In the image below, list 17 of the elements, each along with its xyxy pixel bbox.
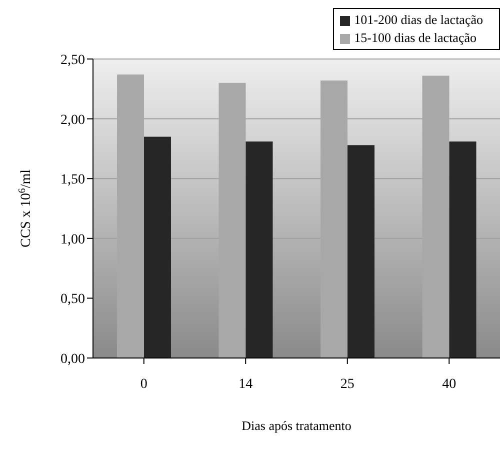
- x-tick-label: 0: [140, 376, 148, 392]
- x-axis-title: Dias após tratamento: [242, 418, 352, 433]
- x-tick-label: 40: [442, 376, 456, 392]
- y-tick-label: 2,00: [60, 112, 85, 128]
- legend-label: 15-100 dias de lactação: [354, 30, 476, 45]
- bar: [348, 145, 374, 358]
- x-tick-label: 14: [238, 376, 253, 392]
- y-tick-label: 2,50: [60, 52, 85, 68]
- x-tick-label: 25: [340, 376, 354, 392]
- bar: [449, 142, 476, 358]
- y-tick-label: 1,50: [60, 172, 85, 188]
- y-tick-label: 1,00: [60, 232, 85, 248]
- y-tick-label: 0,00: [60, 352, 85, 367]
- y-tick-label: 0,50: [60, 292, 85, 308]
- legend-label: 101-200 dias de lactação: [354, 12, 483, 27]
- bar: [246, 142, 273, 358]
- bar: [144, 136, 171, 358]
